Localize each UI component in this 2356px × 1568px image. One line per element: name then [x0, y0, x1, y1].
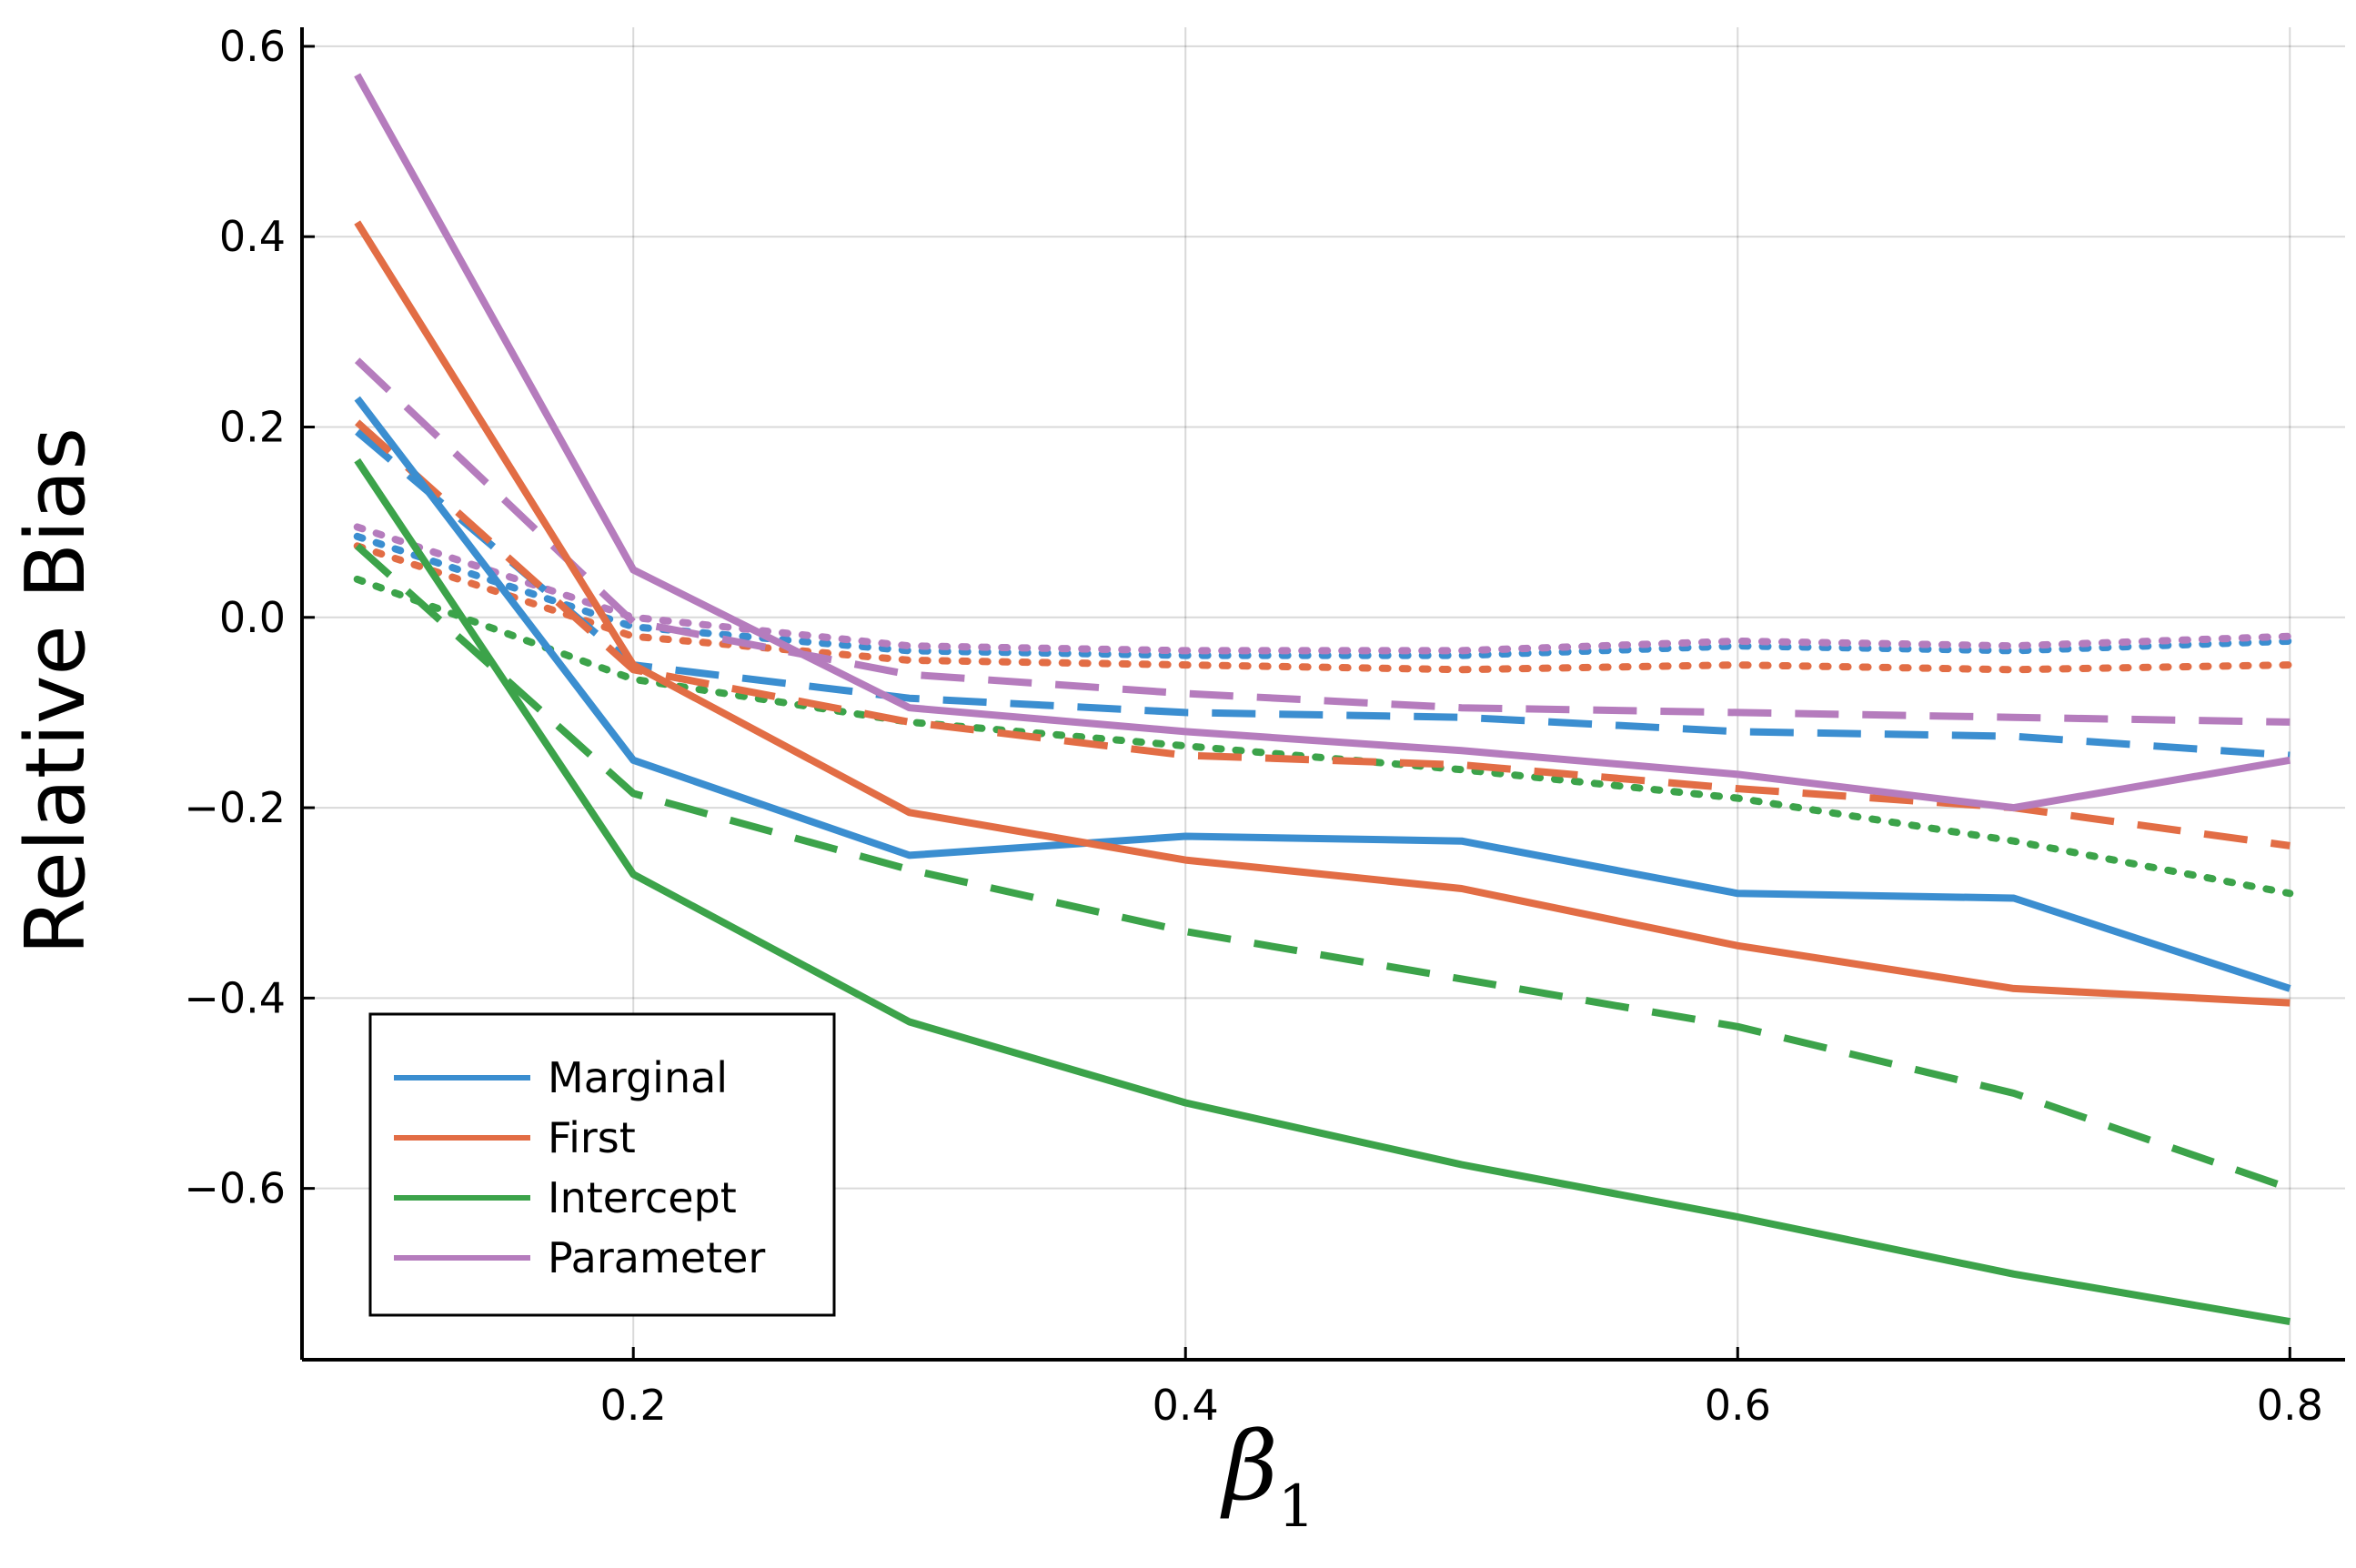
x-tick-label: 0.2 — [600, 1381, 667, 1430]
series-line-marginal — [354, 396, 2291, 992]
series-line-intercept-dashed — [355, 543, 2291, 1192]
series-line-parameter-dashed — [354, 357, 2291, 726]
series-layer — [353, 73, 2294, 1326]
y-tick-label: 0.6 — [219, 22, 286, 71]
legend-items: Marginal First Intercept Parameter — [394, 1053, 765, 1282]
y-axis-label: Relative Bias — [8, 427, 104, 955]
axes — [300, 27, 2345, 1362]
legend-item: Marginal — [394, 1053, 728, 1102]
series-line-first — [354, 220, 2291, 1007]
ticks: 0.2 0.4 0.6 0.8 −0.6 −0.4 −0.2 0.0 0.2 0.4 0.6 — [184, 22, 2323, 1430]
y-tick-label: −0.6 — [184, 1164, 286, 1213]
legend-item: Parameter — [394, 1233, 765, 1282]
x-axis-label-subscript: 1 — [1278, 1473, 1315, 1541]
x-tick-label: 0.6 — [1705, 1381, 1771, 1430]
y-tick-label: −0.4 — [184, 973, 286, 1022]
x-axis-label: β1 — [1220, 1411, 1315, 1541]
legend-label: Marginal — [548, 1053, 728, 1102]
series-line-intercept — [354, 457, 2291, 1326]
x-axis-label-symbol: β — [1220, 1411, 1278, 1522]
legend-item: First — [394, 1113, 636, 1162]
series-line-parameter — [354, 73, 2291, 812]
y-tick-label: 0.2 — [219, 403, 286, 452]
series-line-parameter-dotted — [353, 523, 2294, 655]
series-line-marginal-dashed — [355, 428, 2291, 759]
legend-label: First — [548, 1113, 636, 1162]
y-tick-label: 0.0 — [219, 593, 286, 642]
y-tick-label: 0.4 — [219, 212, 286, 261]
x-tick-label: 0.4 — [1153, 1381, 1219, 1430]
legend-item: Intercept — [394, 1173, 737, 1222]
x-tick-label: 0.8 — [2257, 1381, 2323, 1430]
legend-label: Parameter — [548, 1233, 765, 1282]
legend: Marginal First Intercept Parameter — [368, 1012, 836, 1317]
series-line-first-dotted — [353, 542, 2294, 674]
y-tick-label: −0.2 — [184, 783, 286, 832]
legend-label: Intercept — [548, 1173, 737, 1222]
legend-box — [368, 1012, 836, 1317]
